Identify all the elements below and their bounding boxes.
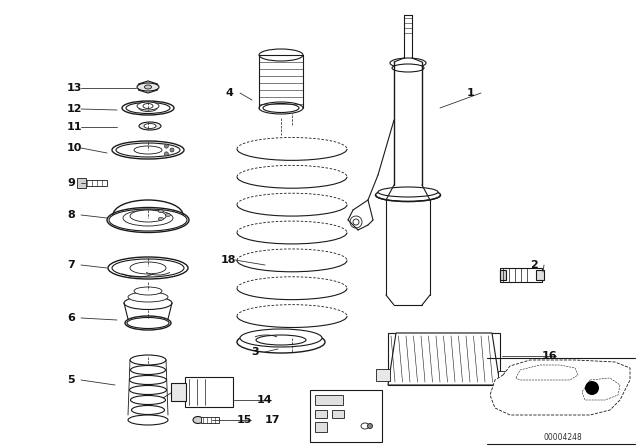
- Text: 14: 14: [257, 395, 273, 405]
- Ellipse shape: [128, 415, 168, 425]
- Ellipse shape: [158, 210, 163, 213]
- Ellipse shape: [116, 143, 180, 157]
- Ellipse shape: [367, 423, 372, 428]
- Text: 5: 5: [67, 375, 75, 385]
- Ellipse shape: [130, 262, 166, 274]
- Bar: [332, 410, 344, 418]
- Ellipse shape: [134, 146, 162, 154]
- Ellipse shape: [112, 259, 184, 277]
- Ellipse shape: [378, 187, 438, 197]
- Bar: [315, 410, 327, 418]
- Polygon shape: [516, 365, 578, 380]
- Ellipse shape: [353, 219, 359, 225]
- Polygon shape: [582, 378, 620, 400]
- Ellipse shape: [122, 101, 174, 115]
- Ellipse shape: [127, 318, 169, 328]
- Ellipse shape: [108, 257, 188, 279]
- Ellipse shape: [139, 104, 157, 112]
- Polygon shape: [388, 333, 500, 385]
- Ellipse shape: [129, 385, 166, 395]
- Ellipse shape: [130, 210, 166, 222]
- Text: 9: 9: [67, 178, 75, 188]
- Text: 8: 8: [67, 210, 75, 220]
- Text: 18: 18: [221, 255, 237, 265]
- Bar: [500, 268, 542, 282]
- Bar: [500, 270, 506, 280]
- Text: 00004248: 00004248: [543, 434, 582, 443]
- Ellipse shape: [131, 356, 164, 365]
- Text: 2: 2: [530, 260, 538, 270]
- Text: 17: 17: [265, 415, 280, 425]
- Ellipse shape: [145, 85, 152, 89]
- Ellipse shape: [124, 297, 172, 310]
- Ellipse shape: [125, 316, 171, 330]
- Text: 16: 16: [542, 351, 557, 361]
- Ellipse shape: [350, 216, 362, 228]
- Ellipse shape: [131, 396, 166, 405]
- Text: 6: 6: [67, 313, 75, 323]
- Text: 10: 10: [67, 143, 83, 153]
- Ellipse shape: [164, 144, 168, 148]
- Ellipse shape: [376, 189, 440, 202]
- Ellipse shape: [259, 102, 303, 114]
- Ellipse shape: [144, 124, 156, 129]
- Bar: [171, 383, 186, 401]
- Ellipse shape: [240, 329, 322, 347]
- Ellipse shape: [139, 122, 161, 130]
- Ellipse shape: [392, 64, 424, 72]
- Ellipse shape: [164, 152, 168, 156]
- Bar: [310, 390, 382, 442]
- Ellipse shape: [390, 58, 426, 68]
- Ellipse shape: [134, 287, 162, 295]
- Ellipse shape: [259, 49, 303, 61]
- Bar: [85, 180, 107, 186]
- Bar: [201, 417, 219, 423]
- Ellipse shape: [107, 207, 189, 233]
- Ellipse shape: [128, 292, 168, 302]
- Ellipse shape: [166, 214, 170, 216]
- Ellipse shape: [129, 375, 166, 384]
- Bar: [376, 369, 390, 381]
- Bar: [536, 270, 544, 280]
- Ellipse shape: [109, 209, 187, 231]
- Ellipse shape: [170, 148, 174, 152]
- Bar: [315, 395, 343, 405]
- Ellipse shape: [131, 405, 164, 414]
- Ellipse shape: [143, 103, 153, 108]
- Ellipse shape: [361, 423, 369, 429]
- Bar: [498, 371, 506, 379]
- Ellipse shape: [130, 355, 166, 365]
- Ellipse shape: [131, 366, 166, 375]
- Ellipse shape: [137, 83, 159, 91]
- Text: 11: 11: [67, 122, 83, 132]
- Ellipse shape: [126, 103, 170, 113]
- Text: 7: 7: [67, 260, 75, 270]
- Ellipse shape: [112, 141, 184, 159]
- Polygon shape: [138, 81, 157, 93]
- Bar: [315, 422, 327, 432]
- Text: 4: 4: [226, 88, 234, 98]
- Ellipse shape: [585, 381, 599, 395]
- Ellipse shape: [123, 210, 173, 226]
- Bar: [388, 333, 500, 385]
- Polygon shape: [490, 360, 630, 415]
- Bar: [77, 178, 86, 188]
- Ellipse shape: [137, 102, 159, 110]
- Text: 15: 15: [237, 415, 252, 425]
- Text: 1: 1: [467, 88, 475, 98]
- Text: 3: 3: [251, 347, 259, 357]
- Bar: [185, 377, 233, 407]
- Ellipse shape: [193, 417, 203, 423]
- Ellipse shape: [237, 331, 325, 353]
- Ellipse shape: [158, 217, 163, 220]
- Text: 12: 12: [67, 104, 83, 114]
- Ellipse shape: [256, 335, 306, 345]
- Ellipse shape: [263, 103, 299, 112]
- Text: 13: 13: [67, 83, 83, 93]
